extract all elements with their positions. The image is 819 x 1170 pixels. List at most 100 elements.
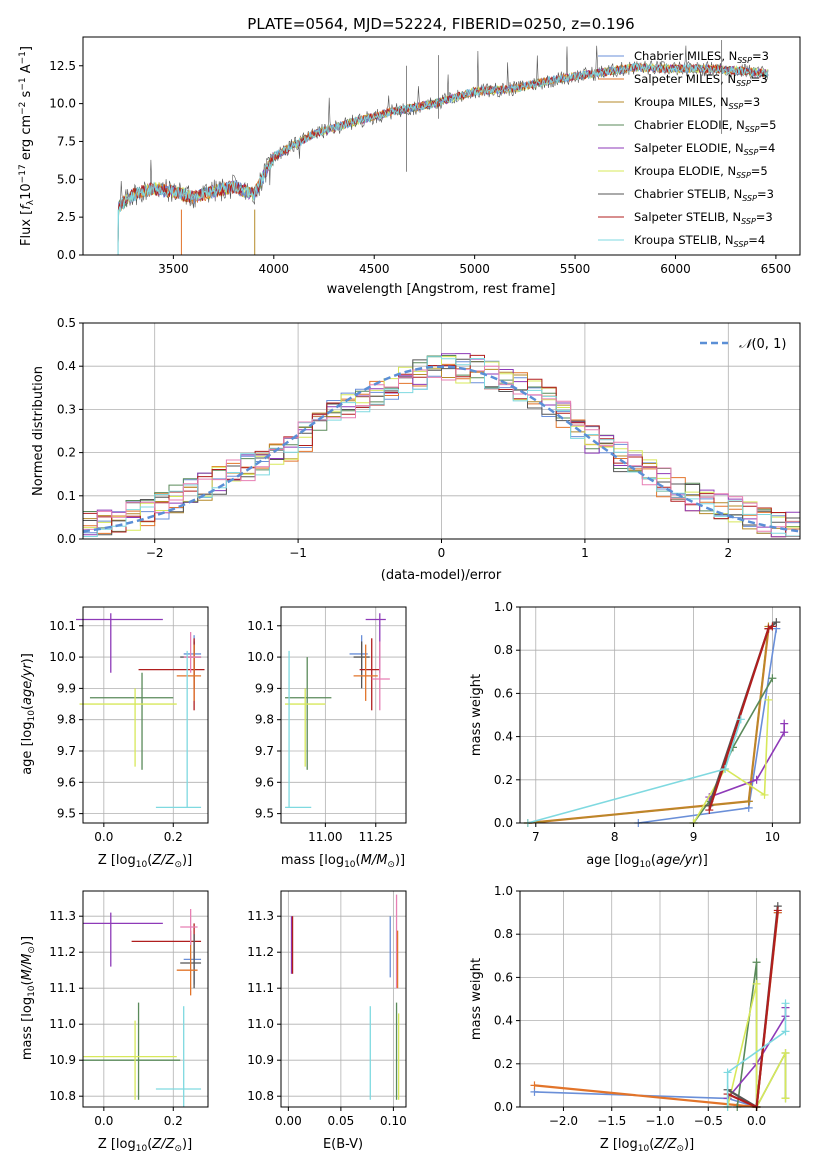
ytick-label: 9.9 (57, 681, 76, 695)
residual-xtick-label: 2 (724, 546, 732, 560)
residual-ytick-label: 0.0 (57, 532, 76, 546)
residuals-ticks: −2 −1 0 1 2 0.0 0.1 0.2 0.3 0.4 0.5 (57, 316, 732, 560)
legend-label-salpeter_miles: Salpeter MILES, NSSP=3 (634, 72, 768, 88)
legend-sub: SSP (741, 217, 756, 226)
ytick-label: 9.7 (255, 744, 274, 758)
panel-frame (280, 890, 407, 1108)
legend-sub: SSP (729, 102, 744, 111)
spectrum-ylabel: Flux [fλ10−17 erg cm−2 s−1 A−1] (18, 46, 36, 246)
spectrum-plot-area (117, 40, 769, 256)
spectrum-line-chabrier_elodie (117, 63, 769, 256)
weight-marker-kroupa_stelib (736, 715, 745, 724)
weight-marker-salpeter_stelib (773, 906, 782, 915)
spectrum-ticks: 3500 4000 4500 5000 5500 6000 6500 0.0 2.5 5.0 7.5… (49, 59, 791, 276)
residual-xtick-label: −1 (289, 546, 307, 560)
ytick-label: 10.9 (49, 1053, 76, 1067)
weight-marker-kroupa_elodie (752, 979, 761, 988)
spectrum-xtick-label: 6000 (660, 262, 691, 276)
ytick-label: 1.0 (494, 600, 513, 614)
spectrum-ytick-label: 10.0 (49, 97, 76, 111)
residual-ytick-label: 0.1 (57, 489, 76, 503)
residuals-xlabel: (data-model)/error (381, 568, 502, 583)
weight-marker-salpeter_elodie (780, 728, 789, 737)
residual-ytick-label: 0.2 (57, 446, 76, 460)
weight-line-kroupa_elodie (692, 699, 770, 824)
figure-title: PLATE=0564, MJD=52224, FIBERID=0250, z=0… (247, 15, 634, 33)
spectrum-xtick-label: 3500 (158, 262, 189, 276)
xtick-label: 0.2 (164, 830, 183, 844)
ytick-label: 0.8 (494, 643, 513, 657)
weight-marker-kroupa_elodie (781, 1049, 790, 1057)
xtick-label: 0.0 (747, 1114, 766, 1128)
weight-marker-chabrier_stelib (772, 618, 781, 627)
ytick-label: 10.0 (49, 650, 76, 664)
ytick-label: 9.8 (255, 713, 274, 727)
spectrum-ytick-label: 5.0 (57, 172, 76, 186)
xtick-label: −0.5 (694, 1114, 723, 1128)
legend-text: Chabrier MILES, N (634, 49, 737, 63)
weight-line-salpeter_elodie (709, 723, 785, 798)
spectrum-xtick-label: 4500 (359, 262, 390, 276)
weight-marker-chabrier_elodie (752, 958, 761, 967)
legend-text: Salpeter ELODIE, N (634, 141, 744, 155)
ytick-label: 9.6 (57, 775, 76, 789)
panel-frame (280, 606, 407, 824)
weight-marker-salpeter_stelib (768, 622, 777, 631)
spectrum-xlabel: wavelength [Angstrom, rest frame] (327, 282, 556, 297)
legend-text: Chabrier ELODIE, N (634, 118, 745, 132)
residual-ytick-label: 0.4 (57, 359, 76, 373)
xtick-label: 11.25 (359, 830, 393, 844)
weight-marker-kroupa_elodie (781, 1094, 790, 1103)
weight-marker-kroupa_stelib (781, 1027, 790, 1036)
xtick-label: 0.0 (94, 1114, 113, 1128)
age-z-ylabel: age [log10(age/yr)] (20, 653, 37, 775)
spectrum-xtick-label: 6500 (761, 262, 792, 276)
legend-text: Kroupa MILES, N (634, 95, 729, 109)
weight-marker-kroupa_elodie (760, 790, 769, 799)
ytick-label: 0.0 (494, 816, 513, 830)
mw-age-ylabel: mass weight (469, 674, 484, 756)
xtick-label: 11.00 (308, 830, 342, 844)
residual-ytick-label: 0.3 (57, 402, 76, 416)
weight-marker-salpeter_elodie (752, 775, 761, 784)
weight-marker-kroupa_elodie (764, 695, 773, 704)
weight-line-kroupa_miles (527, 626, 770, 824)
residuals-legend: 𝒩(0, 1) (700, 337, 786, 352)
mass-vs-ebv-panel: 0.00 0.05 0.10 10.8 10.9 11.0 11.1 11.2 11.3 (247, 890, 407, 1128)
spectrum-panel: 3500 4000 4500 5000 5500 6000 6500 0.0 2.5 5.0 7.5… (18, 36, 801, 297)
mass-z-xlabel: Z [log10(Z/Z⊙)] (98, 1137, 192, 1154)
ytick-label: 11.1 (49, 981, 76, 995)
spectrum-ytick-label: 2.5 (57, 210, 76, 224)
legend-label-kroupa_miles: Kroupa MILES, NSSP=3 (634, 95, 760, 111)
legend-label-salpeter_elodie: Salpeter ELODIE, NSSP=4 (634, 141, 775, 157)
spectrum-line-kroupa_stelib (117, 62, 769, 256)
weight-marker-salpeter_miles (530, 1081, 539, 1090)
weight-marker-chabrier_elodie (768, 674, 777, 683)
mw-z-xlabel: Z [log10(Z/Z⊙)] (600, 1137, 694, 1154)
ytick-label: 0.8 (494, 927, 513, 941)
ytick-label: 0.2 (494, 1057, 513, 1071)
legend-label-chabrier_miles: Chabrier MILES, NSSP=3 (634, 49, 769, 65)
legend-sub: SSP (737, 56, 752, 65)
legend-label-salpeter_stelib: Salpeter STELIB, NSSP=3 (634, 210, 773, 226)
spectrum-ytick-label: 12.5 (49, 59, 76, 73)
spectrum-line-chabrier_miles (117, 62, 769, 256)
ytick-label: 10.0 (247, 650, 274, 664)
xtick-label: 9 (690, 830, 698, 844)
spectrum-line-salpeter_elodie (117, 63, 769, 256)
spectrum-frame (82, 36, 801, 256)
ytick-label: 9.8 (57, 713, 76, 727)
panel-frame (519, 606, 801, 824)
age-z-xlabel: Z [log10(Z/Z⊙)] (98, 853, 192, 870)
mw-age-xlabel: age [log10(age/yr)] (586, 853, 708, 870)
legend-normal-label: 𝒩(0, 1) (739, 337, 786, 352)
ytick-label: 9.5 (57, 807, 76, 821)
ytick-label: 10.1 (49, 619, 76, 633)
ytick-label: 10.1 (247, 619, 274, 633)
histogram-kroupa_stelib (83, 356, 800, 537)
spectrum-line-salpeter_stelib (117, 63, 769, 256)
xtick-label: 0.0 (94, 830, 113, 844)
legend-sub: SSP (742, 194, 757, 203)
legend-text: Salpeter MILES, N (634, 72, 736, 86)
